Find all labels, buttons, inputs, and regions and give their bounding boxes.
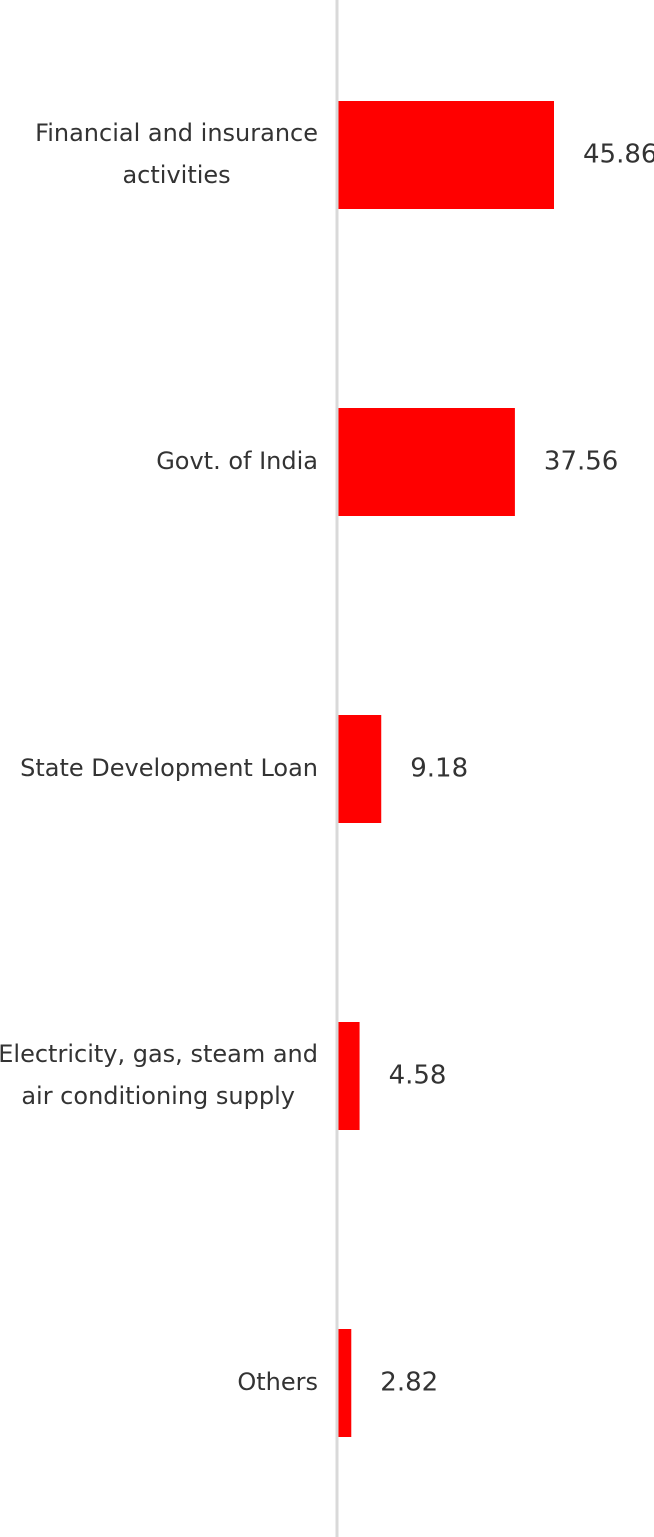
bars-layer (338, 101, 554, 1437)
category-label-line: Others (237, 1368, 318, 1396)
value-label-1: 45.86 (583, 140, 654, 170)
bar-2 (338, 408, 515, 516)
category-label-line: State Development Loan (20, 754, 318, 782)
labels-layer: 45.86 Financial and insurance activities 37… (0, 119, 654, 1398)
bar-4 (338, 1022, 360, 1130)
category-label-line: Electricity, gas, steam and (0, 1040, 318, 1068)
category-label-line: activities (122, 161, 230, 189)
category-label-line: air conditioning supply (21, 1082, 295, 1110)
category-label-3: State Development Loan (20, 754, 318, 782)
value-label-2: 37.56 (544, 447, 618, 477)
bar-1 (338, 101, 554, 209)
category-label-2: Govt. of India (156, 447, 318, 475)
category-label-1: Financial and insurance activities (35, 119, 318, 189)
value-label-3: 9.18 (410, 754, 468, 784)
bar-3 (338, 715, 382, 823)
category-label-5: Others (237, 1368, 318, 1396)
bar-5 (338, 1329, 352, 1437)
category-label-line: Financial and insurance (35, 119, 318, 147)
value-label-5: 2.82 (380, 1368, 438, 1398)
category-label-4: Electricity, gas, steam and air condition… (0, 1040, 318, 1110)
category-label-line: Govt. of India (156, 447, 318, 475)
value-label-4: 4.58 (389, 1061, 447, 1091)
